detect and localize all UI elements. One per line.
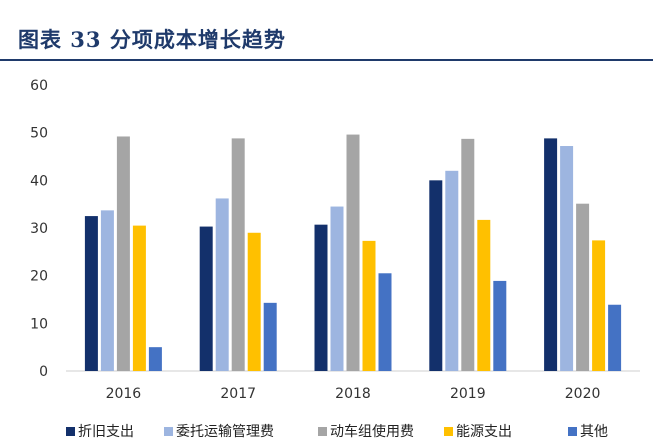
legend-item: 委托运输管理费 [164, 420, 274, 442]
figure-header: 图表 33 分项成本增长趋势 [0, 0, 653, 62]
x-tick-label: 2017 [220, 386, 256, 402]
x-tick-label: 2016 [106, 386, 142, 402]
legend-item: 折旧支出 [66, 420, 134, 442]
bar [461, 138, 475, 371]
legend-label: 动车组使用费 [330, 424, 414, 440]
legend-swatch [444, 426, 453, 436]
legend-swatch [568, 426, 577, 436]
bar [544, 138, 558, 371]
bar [247, 232, 261, 371]
bar [608, 304, 622, 371]
bar [477, 219, 491, 371]
bar [576, 203, 590, 371]
bar [263, 302, 277, 371]
y-tick-label: 0 [39, 364, 48, 380]
x-tick-label: 2020 [565, 386, 601, 402]
x-tick-label: 2019 [450, 386, 486, 402]
bar [592, 240, 606, 371]
bar [148, 347, 162, 371]
y-tick-label: 60 [30, 78, 48, 94]
chart-legend: 折旧支出 委托运输管理费 动车组使用费 能源支出 其他 [0, 420, 653, 442]
bar [362, 240, 376, 371]
x-tick-label: 2018 [335, 386, 371, 402]
legend-label: 折旧支出 [78, 424, 134, 440]
y-tick-label: 50 [30, 126, 48, 142]
bar [346, 134, 360, 371]
bar-chart: 0 10 20 30 40 50 60 2016 2017 2018 2019 2020 [30, 78, 640, 402]
bar [445, 170, 459, 371]
bar [378, 273, 392, 371]
legend-label: 委托运输管理费 [176, 424, 274, 440]
bar [560, 146, 574, 371]
y-tick-label: 30 [30, 221, 48, 237]
legend-label: 其他 [580, 424, 608, 440]
bar [493, 280, 507, 371]
bar [231, 138, 245, 371]
y-tick-label: 10 [30, 316, 48, 332]
bar [429, 180, 443, 371]
bar [314, 224, 328, 371]
bar [84, 216, 98, 371]
legend-swatch [66, 426, 75, 436]
bar [215, 198, 229, 371]
figure-title: 图表 33 分项成本增长趋势 [18, 27, 286, 52]
legend-label: 能源支出 [456, 424, 512, 440]
legend-swatch [164, 426, 173, 436]
bar [199, 226, 213, 371]
bar [330, 206, 344, 371]
bar [132, 225, 146, 371]
legend-item: 能源支出 [444, 420, 512, 442]
legend-item: 其他 [568, 420, 608, 442]
title-underline [0, 59, 653, 61]
bar [116, 136, 130, 371]
legend-item: 动车组使用费 [318, 420, 414, 442]
bar [100, 210, 114, 371]
y-tick-label: 20 [30, 269, 48, 285]
legend-swatch [318, 426, 327, 436]
y-tick-label: 40 [30, 173, 48, 189]
